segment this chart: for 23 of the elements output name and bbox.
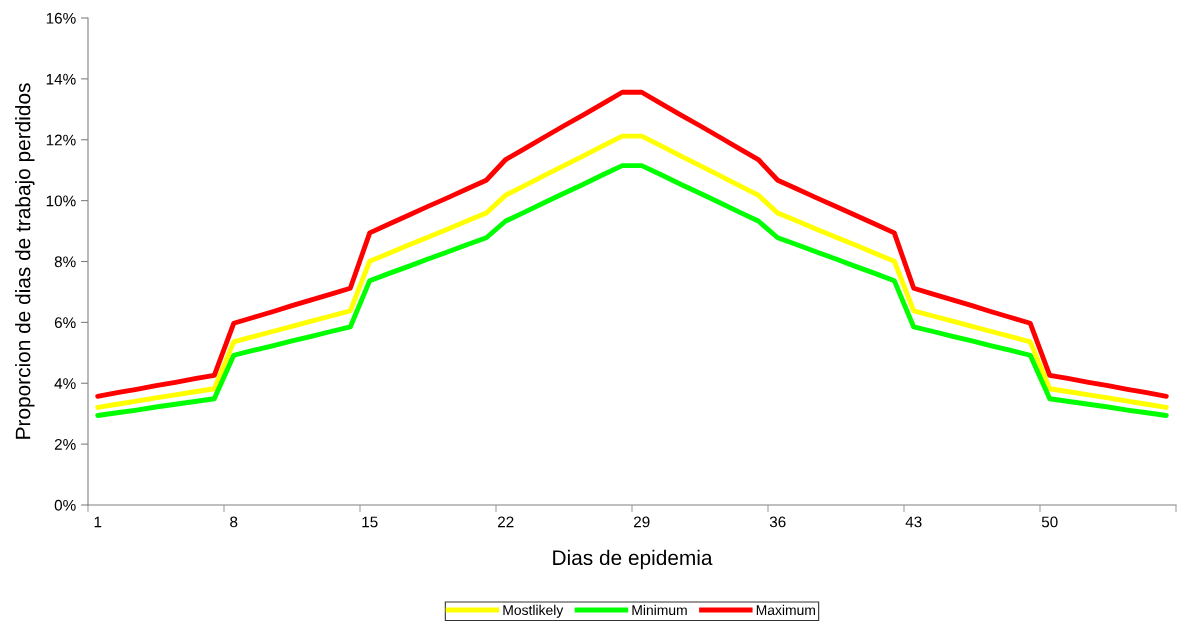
y-tick-label: 10% (46, 195, 76, 207)
legend-label: Mostlikely (503, 604, 564, 618)
x-axis-title: Dias de epidemia (553, 549, 713, 570)
x-tick-label: 8 (230, 516, 238, 528)
x-tick-label: 43 (905, 516, 922, 528)
x-tick-label: 50 (1041, 516, 1058, 528)
x-tick-label: 36 (769, 516, 786, 528)
y-tick-label: 4% (54, 378, 76, 389)
x-tick-label: 29 (633, 516, 650, 528)
line-series (95, 89, 1169, 399)
legend-label: Maximum (756, 604, 815, 616)
x-tick-label: 15 (362, 516, 378, 528)
legend-label: Minimum (632, 604, 687, 616)
y-tick-label: 0% (54, 499, 76, 511)
y-tick-label: 14% (46, 73, 76, 85)
y-tick-label: 2% (54, 438, 76, 450)
y-tick-label: 16% (46, 12, 76, 24)
x-tick-label: 22 (497, 516, 514, 528)
y-tick-label: 12% (46, 134, 76, 146)
y-axis-title: Proporcion de dias de trabajo perdidos (15, 83, 35, 439)
y-tick-label: 8% (54, 256, 76, 268)
y-tick-label: 6% (54, 317, 76, 329)
x-tick-label: 1 (94, 516, 102, 528)
